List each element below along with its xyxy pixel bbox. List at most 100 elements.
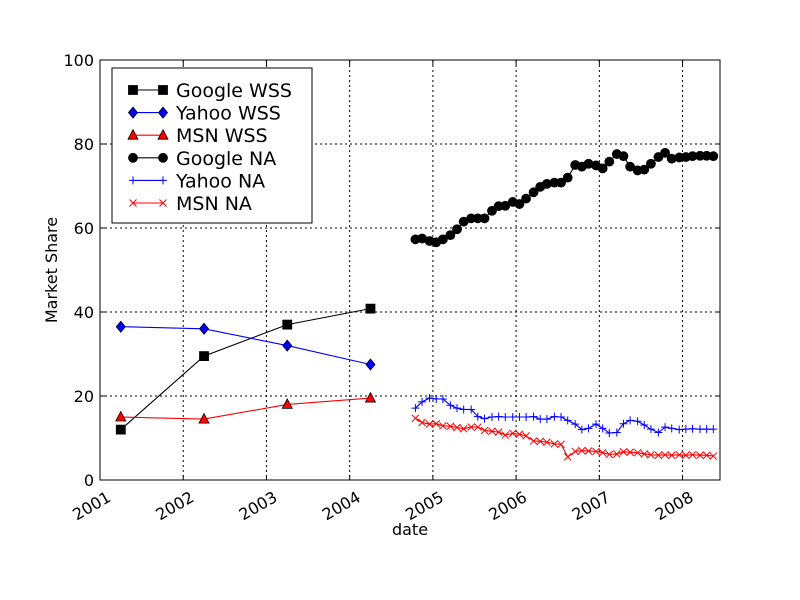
- data-point-msn-na: [536, 437, 545, 446]
- data-point-google-na: [639, 164, 650, 175]
- data-point-yahoo-na: [605, 428, 614, 437]
- data-point-yahoo-na: [661, 423, 670, 432]
- data-point-yahoo-na: [688, 424, 697, 433]
- y-tick-label: 80: [74, 135, 94, 154]
- data-point-msn-na: [612, 450, 621, 458]
- data-point-msn-na: [563, 453, 572, 461]
- data-point-msn-na: [453, 423, 461, 432]
- data-point-msn-na: [688, 450, 697, 459]
- data-point-msn-na: [667, 451, 676, 460]
- data-point-google-na: [556, 177, 566, 188]
- data-point-yahoo-wss: [199, 322, 210, 335]
- data-point-yahoo-na: [501, 413, 510, 421]
- data-point-yahoo-wss: [282, 339, 293, 352]
- data-point-msn-wss: [198, 412, 210, 424]
- data-point-msn-na: [598, 448, 607, 457]
- legend-label-yahoo-wss: Yahoo WSS: [175, 103, 281, 125]
- legend-item-yahoo-wss: Yahoo WSS: [127, 103, 281, 125]
- data-point-msn-wss: [364, 391, 377, 403]
- data-point-google-na: [597, 163, 608, 174]
- data-point-google-na: [618, 151, 629, 162]
- data-point-msn-na: [550, 440, 559, 448]
- data-point-msn-na: [459, 424, 468, 433]
- data-point-yahoo-wss: [365, 358, 376, 371]
- data-point-google-wss: [115, 424, 126, 435]
- data-point-msn-na: [619, 448, 628, 456]
- series-msn-wss: [115, 391, 377, 424]
- data-point-msn-na: [418, 418, 426, 427]
- data-point-yahoo-na: [612, 428, 621, 437]
- data-point-msn-na: [654, 451, 663, 460]
- series-yahoo-wss: [115, 320, 376, 371]
- data-point-yahoo-na: [571, 420, 580, 429]
- y-tick-label: 100: [63, 51, 94, 70]
- legend-marker-google-na: [158, 152, 168, 163]
- x-axis-label: date: [392, 520, 428, 539]
- data-point-msn-na: [473, 423, 482, 431]
- data-point-msn-na: [488, 427, 496, 436]
- data-point-msn-na: [696, 451, 704, 460]
- data-point-yahoo-na: [480, 414, 489, 423]
- series-google-wss: [115, 303, 376, 435]
- legend-marker-msn-wss: [127, 128, 139, 140]
- legend-marker-msn-na: [129, 199, 137, 207]
- legend-label-msn-na: MSN NA: [176, 193, 252, 215]
- legend-item-google-wss: Google WSS: [128, 80, 292, 102]
- data-point-google-wss: [282, 319, 293, 330]
- data-point-yahoo-na: [640, 420, 649, 429]
- data-point-yahoo-na: [557, 413, 566, 421]
- data-point-google-na: [660, 147, 670, 158]
- data-point-msn-na: [584, 447, 593, 455]
- legend-marker-yahoo-wss: [127, 106, 139, 119]
- data-point-msn-na: [702, 451, 711, 460]
- data-point-yahoo-na: [473, 412, 482, 421]
- data-point-msn-na: [633, 448, 642, 457]
- legend-label-google-na: Google NA: [176, 148, 276, 170]
- data-point-msn-na: [529, 437, 538, 445]
- data-point-google-na: [452, 224, 462, 235]
- data-point-msn-na: [432, 419, 441, 428]
- legend-label-msn-wss: MSN WSS: [176, 125, 268, 147]
- y-tick-label: 20: [74, 387, 94, 406]
- data-point-yahoo-na: [459, 405, 468, 414]
- legend-marker-google-na: [128, 152, 138, 163]
- data-point-msn-na: [446, 422, 455, 431]
- data-point-msn-na: [675, 450, 684, 459]
- data-point-yahoo-na: [446, 401, 455, 410]
- data-point-msn-na: [508, 429, 517, 438]
- series-layer: [115, 147, 719, 461]
- data-point-yahoo-na: [577, 425, 586, 434]
- data-point-yahoo-na: [542, 415, 551, 424]
- data-point-google-wss: [365, 303, 376, 314]
- data-point-msn-wss: [115, 410, 127, 422]
- legend-label-google-wss: Google WSS: [176, 80, 292, 102]
- data-point-yahoo-na: [411, 404, 420, 413]
- data-point-yahoo-na: [667, 424, 676, 433]
- data-point-yahoo-wss: [115, 320, 126, 333]
- data-point-msn-na: [425, 420, 434, 428]
- data-point-msn-na: [640, 450, 649, 458]
- series-line-msn-na: [415, 417, 714, 458]
- legend-item-msn-wss: MSN WSS: [127, 125, 268, 147]
- data-point-msn-na: [480, 426, 489, 435]
- data-point-msn-na: [592, 447, 600, 456]
- data-point-yahoo-na: [633, 417, 642, 426]
- data-point-msn-na: [577, 446, 586, 455]
- data-point-msn-na: [439, 421, 447, 430]
- data-point-google-na: [487, 205, 497, 216]
- legend-marker-yahoo-wss: [157, 106, 169, 119]
- legend-label-yahoo-na: Yahoo NA: [175, 170, 265, 192]
- data-point-msn-na: [557, 440, 565, 449]
- data-point-yahoo-na: [438, 394, 447, 403]
- data-point-google-na: [646, 158, 656, 169]
- y-tick-label: 40: [74, 303, 94, 322]
- data-point-google-na: [528, 187, 539, 198]
- y-tick-label: 0: [84, 471, 94, 490]
- data-point-msn-na: [411, 414, 420, 423]
- legend-marker-yahoo-na: [129, 176, 137, 185]
- data-point-google-na: [604, 156, 615, 167]
- data-point-msn-na: [543, 438, 551, 447]
- data-point-msn-na: [571, 447, 580, 456]
